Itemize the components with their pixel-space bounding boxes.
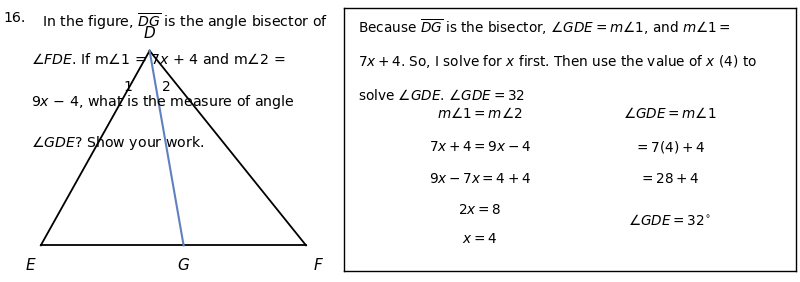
Text: $\angle GDE = m\angle 1$: $\angle GDE = m\angle 1$ — [622, 106, 716, 121]
Text: 9$x$ − 4, what is the measure of angle: 9$x$ − 4, what is the measure of angle — [30, 93, 294, 111]
Text: $\angle FDE$. If m$\angle$1 = 7$x$ + 4 and m$\angle$2 =: $\angle FDE$. If m$\angle$1 = 7$x$ + 4 a… — [30, 52, 285, 67]
Text: 2: 2 — [162, 80, 171, 94]
Text: solve $\angle GDE$. $\angle GDE = 32$: solve $\angle GDE$. $\angle GDE = 32$ — [358, 89, 525, 103]
Text: $\angle GDE = 32^{\circ}$: $\angle GDE = 32^{\circ}$ — [628, 213, 710, 228]
Text: In the figure, $\overline{DG}$ is the angle bisector of: In the figure, $\overline{DG}$ is the an… — [42, 11, 329, 32]
Text: $7x + 4$. So, I solve for $x$ first. Then use the value of $x$ (4) to: $7x + 4$. So, I solve for $x$ first. The… — [358, 53, 757, 70]
Text: $= 28 + 4$: $= 28 + 4$ — [639, 172, 700, 186]
Text: $2x = 8$: $2x = 8$ — [458, 203, 501, 217]
Text: $= 7(4) + 4$: $= 7(4) + 4$ — [634, 140, 705, 155]
Text: G: G — [178, 258, 190, 273]
Text: $9x - 7x = 4 + 4$: $9x - 7x = 4 + 4$ — [429, 172, 530, 186]
Text: Because $\overline{DG}$ is the bisector, $\angle GDE = m\angle 1$, and $m\angle : Because $\overline{DG}$ is the bisector,… — [358, 18, 730, 37]
Text: $7x + 4 = 9x - 4$: $7x + 4 = 9x - 4$ — [429, 140, 530, 155]
Text: E: E — [26, 258, 35, 273]
Text: $\angle GDE$? Show your work.: $\angle GDE$? Show your work. — [30, 134, 204, 152]
Text: D: D — [144, 26, 155, 41]
Text: 16.: 16. — [3, 11, 26, 25]
Text: F: F — [314, 258, 322, 273]
Text: $x = 4$: $x = 4$ — [462, 232, 497, 246]
Text: 1: 1 — [123, 80, 132, 94]
Text: $m\angle 1 = m\angle 2$: $m\angle 1 = m\angle 2$ — [437, 106, 522, 121]
